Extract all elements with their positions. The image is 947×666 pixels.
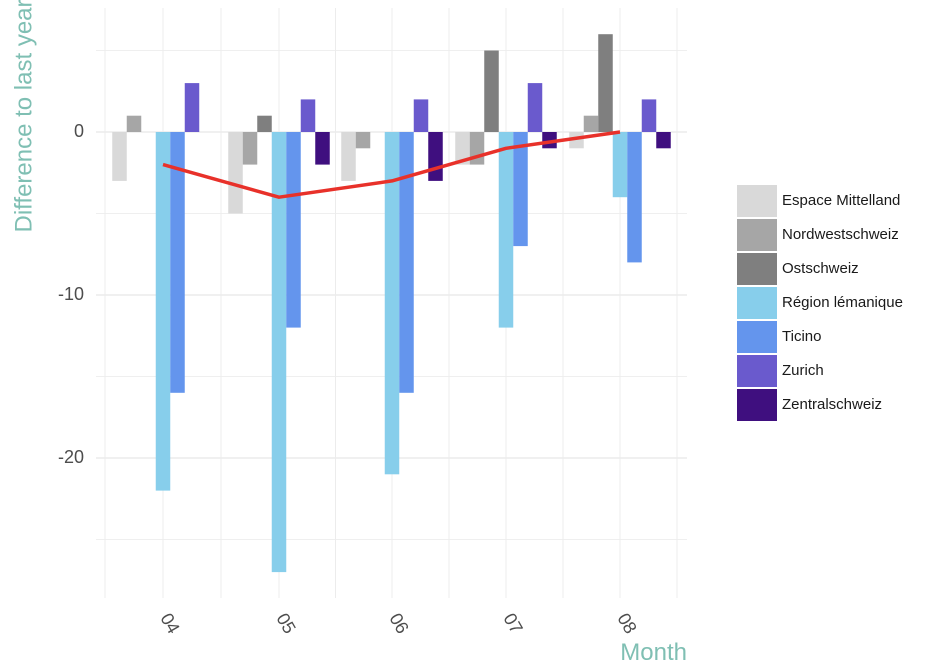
- bar: [170, 132, 185, 393]
- legend-label: Nordwestschweiz: [782, 226, 899, 243]
- bar: [498, 132, 514, 328]
- bar: [355, 132, 371, 149]
- bar: [315, 132, 330, 165]
- legend: Espace Mittelland Nordwestschweiz Ostschwe…: [737, 185, 903, 421]
- bar: [184, 83, 200, 132]
- legend-swatch: [737, 355, 777, 387]
- bar: [612, 132, 628, 198]
- legend-label: Espace Mittelland: [782, 192, 900, 209]
- bar: [399, 132, 414, 393]
- x-axis-title: Month: [620, 639, 687, 666]
- x-tick-label: 06: [385, 610, 412, 637]
- x-tick-label: 05: [272, 610, 299, 637]
- bar: [286, 132, 301, 328]
- bars: [112, 34, 671, 573]
- bar: [228, 132, 243, 214]
- bar: [598, 34, 613, 133]
- bar: [527, 83, 543, 132]
- bar: [126, 115, 142, 132]
- y-tick-label: 0: [74, 121, 84, 141]
- bar: [484, 50, 499, 132]
- bar: [384, 132, 400, 475]
- bar: [341, 132, 356, 181]
- y-tick-label: -10: [58, 284, 84, 304]
- bar: [641, 99, 657, 132]
- legend-swatch: [737, 321, 777, 353]
- bar: [242, 132, 258, 165]
- legend-swatch: [737, 287, 777, 319]
- y-axis-title: Difference to last year: [10, 0, 37, 233]
- y-tick-labels: 0 -10 -20: [58, 121, 84, 467]
- x-tick-label: 08: [613, 610, 640, 637]
- bar: [257, 115, 272, 132]
- bar: [627, 132, 642, 263]
- legend-swatch: [737, 219, 777, 251]
- legend-swatch: [737, 185, 777, 217]
- bar: [583, 115, 599, 132]
- y-tick-label: -20: [58, 447, 84, 467]
- bar: [656, 132, 671, 149]
- legend-swatch: [737, 389, 777, 421]
- bar: [455, 132, 470, 165]
- bar: [155, 132, 171, 491]
- trend-line: [162, 130, 621, 199]
- bar: [428, 132, 443, 181]
- bar: [271, 132, 287, 573]
- legend-label: Ticino: [782, 328, 821, 345]
- trend-line-group: [162, 130, 621, 199]
- x-tick-labels: 04 05 06 07 08: [156, 610, 640, 637]
- legend-label: Région lémanique: [782, 294, 903, 311]
- bar: [413, 99, 429, 132]
- legend-label: Zurich: [782, 362, 824, 379]
- bar: [513, 132, 528, 247]
- x-tick-label: 07: [499, 610, 526, 637]
- legend-label: Ostschweiz: [782, 260, 859, 277]
- legend-swatch: [737, 253, 777, 285]
- legend-label: Zentralschweiz: [782, 396, 882, 413]
- bar: [112, 132, 127, 181]
- bar: [300, 99, 316, 132]
- x-tick-label: 04: [156, 610, 183, 637]
